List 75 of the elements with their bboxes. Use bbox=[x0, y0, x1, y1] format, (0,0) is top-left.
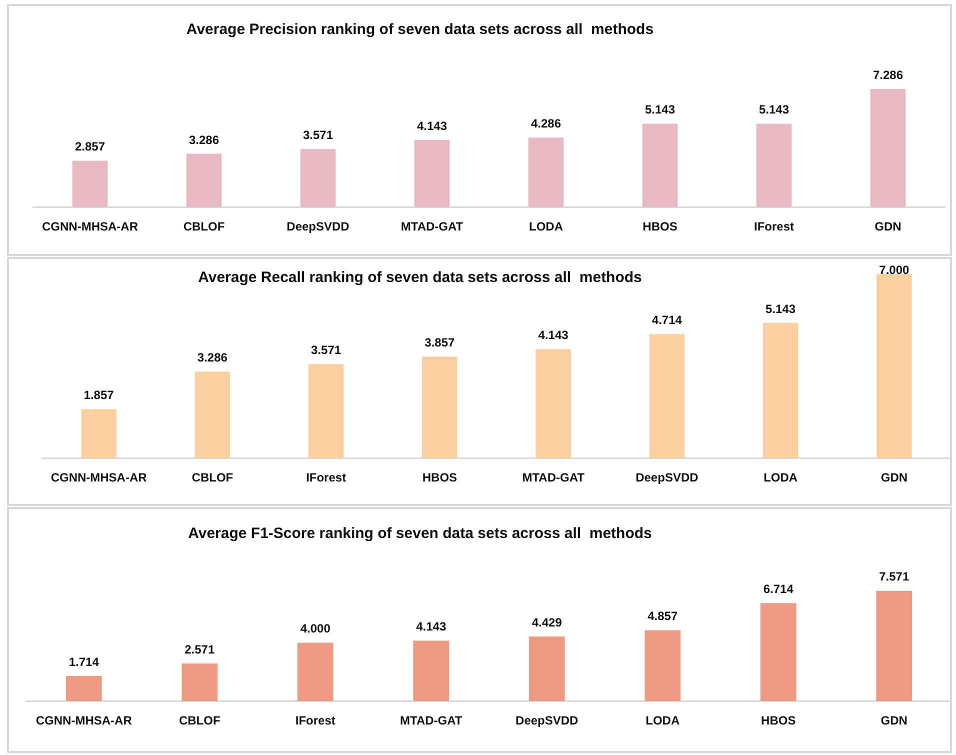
data-label: 4.143 bbox=[416, 118, 448, 133]
data-label: 4.000 bbox=[300, 622, 331, 636]
x-tick-label: MTAD-GAT bbox=[400, 220, 464, 234]
data-label: 3.571 bbox=[311, 343, 342, 358]
x-tick-label: HBOS bbox=[642, 220, 678, 234]
bar bbox=[536, 349, 571, 458]
data-label: 5.143 bbox=[758, 102, 790, 117]
bar bbox=[870, 89, 906, 207]
data-label: 4.714 bbox=[652, 313, 682, 328]
bar bbox=[414, 140, 450, 207]
bar bbox=[308, 364, 344, 458]
x-tick-label: MTAD-GAT bbox=[400, 714, 463, 728]
data-label: 3.571 bbox=[302, 128, 334, 142]
x-tick-label: CGNN-MHSA-AR bbox=[36, 714, 132, 728]
data-label: 3.286 bbox=[188, 132, 220, 147]
bar bbox=[81, 409, 116, 458]
x-tick-label: HBOS bbox=[422, 470, 458, 485]
bar bbox=[649, 334, 685, 458]
bar bbox=[642, 124, 678, 207]
chart-title: Average Recall ranking of seven data sets across all methods bbox=[197, 269, 643, 287]
data-label: 2.571 bbox=[184, 642, 215, 657]
bar bbox=[182, 664, 218, 701]
x-tick-label: DeepSVDD bbox=[636, 470, 699, 485]
bar bbox=[66, 676, 102, 701]
bar bbox=[297, 642, 334, 701]
data-label: 7.286 bbox=[872, 68, 904, 82]
data-label: 1.857 bbox=[84, 388, 114, 402]
bar bbox=[422, 356, 458, 458]
x-tick-label: CBLOF bbox=[178, 714, 220, 728]
data-label: 4.286 bbox=[530, 116, 562, 131]
data-label: 2.857 bbox=[74, 140, 106, 154]
data-label: 3.286 bbox=[197, 350, 228, 365]
x-tick-label: GDN bbox=[880, 714, 908, 728]
data-label: 7.571 bbox=[879, 570, 910, 584]
x-tick-label: MTAD-GAT bbox=[522, 470, 586, 485]
x-tick-label: LODA bbox=[646, 714, 680, 728]
bar bbox=[528, 138, 564, 207]
bar bbox=[528, 636, 565, 701]
data-label: 3.857 bbox=[424, 336, 456, 350]
bar bbox=[876, 590, 912, 701]
x-tick-label: IForest bbox=[295, 714, 336, 728]
data-label: 4.429 bbox=[532, 615, 562, 630]
bar bbox=[760, 603, 796, 701]
data-label: 4.857 bbox=[648, 609, 678, 624]
data-label: 6.714 bbox=[763, 582, 794, 596]
x-tick-label: CBLOF bbox=[192, 470, 234, 485]
x-tick-label: GDN bbox=[874, 220, 902, 234]
bar bbox=[756, 124, 792, 207]
x-tick-label: IForest bbox=[306, 470, 346, 485]
data-label: 4.143 bbox=[538, 328, 569, 342]
bar bbox=[644, 630, 681, 701]
bar bbox=[876, 274, 912, 458]
chart-title: Average F1-Score ranking of seven data sets across all methods bbox=[187, 525, 653, 543]
data-label: 1.714 bbox=[68, 655, 100, 670]
chart-title: Average Precision ranking of seven data sets across all methods bbox=[185, 21, 655, 39]
bar bbox=[762, 322, 798, 458]
data-label: 5.143 bbox=[644, 102, 676, 117]
bar bbox=[300, 149, 336, 207]
x-tick-label: LODA bbox=[764, 470, 798, 485]
data-label: 7.000 bbox=[879, 263, 910, 277]
bar bbox=[413, 640, 450, 701]
x-tick-label: CGNN-MHSA-AR bbox=[42, 220, 138, 234]
x-tick-label: DeepSVDD bbox=[516, 714, 579, 728]
x-tick-label: CBLOF bbox=[183, 220, 225, 234]
x-tick-label: IForest bbox=[754, 220, 794, 234]
x-tick-label: GDN bbox=[880, 470, 908, 485]
x-tick-label: HBOS bbox=[761, 714, 796, 728]
data-label: 5.143 bbox=[766, 302, 796, 316]
bar bbox=[194, 372, 230, 458]
bar bbox=[186, 154, 222, 207]
x-tick-label: CGNN-MHSA-AR bbox=[50, 470, 148, 485]
data-label: 4.143 bbox=[416, 620, 446, 634]
x-tick-label: DeepSVDD bbox=[286, 220, 350, 234]
bar bbox=[72, 160, 108, 207]
x-tick-label: LODA bbox=[529, 220, 564, 234]
